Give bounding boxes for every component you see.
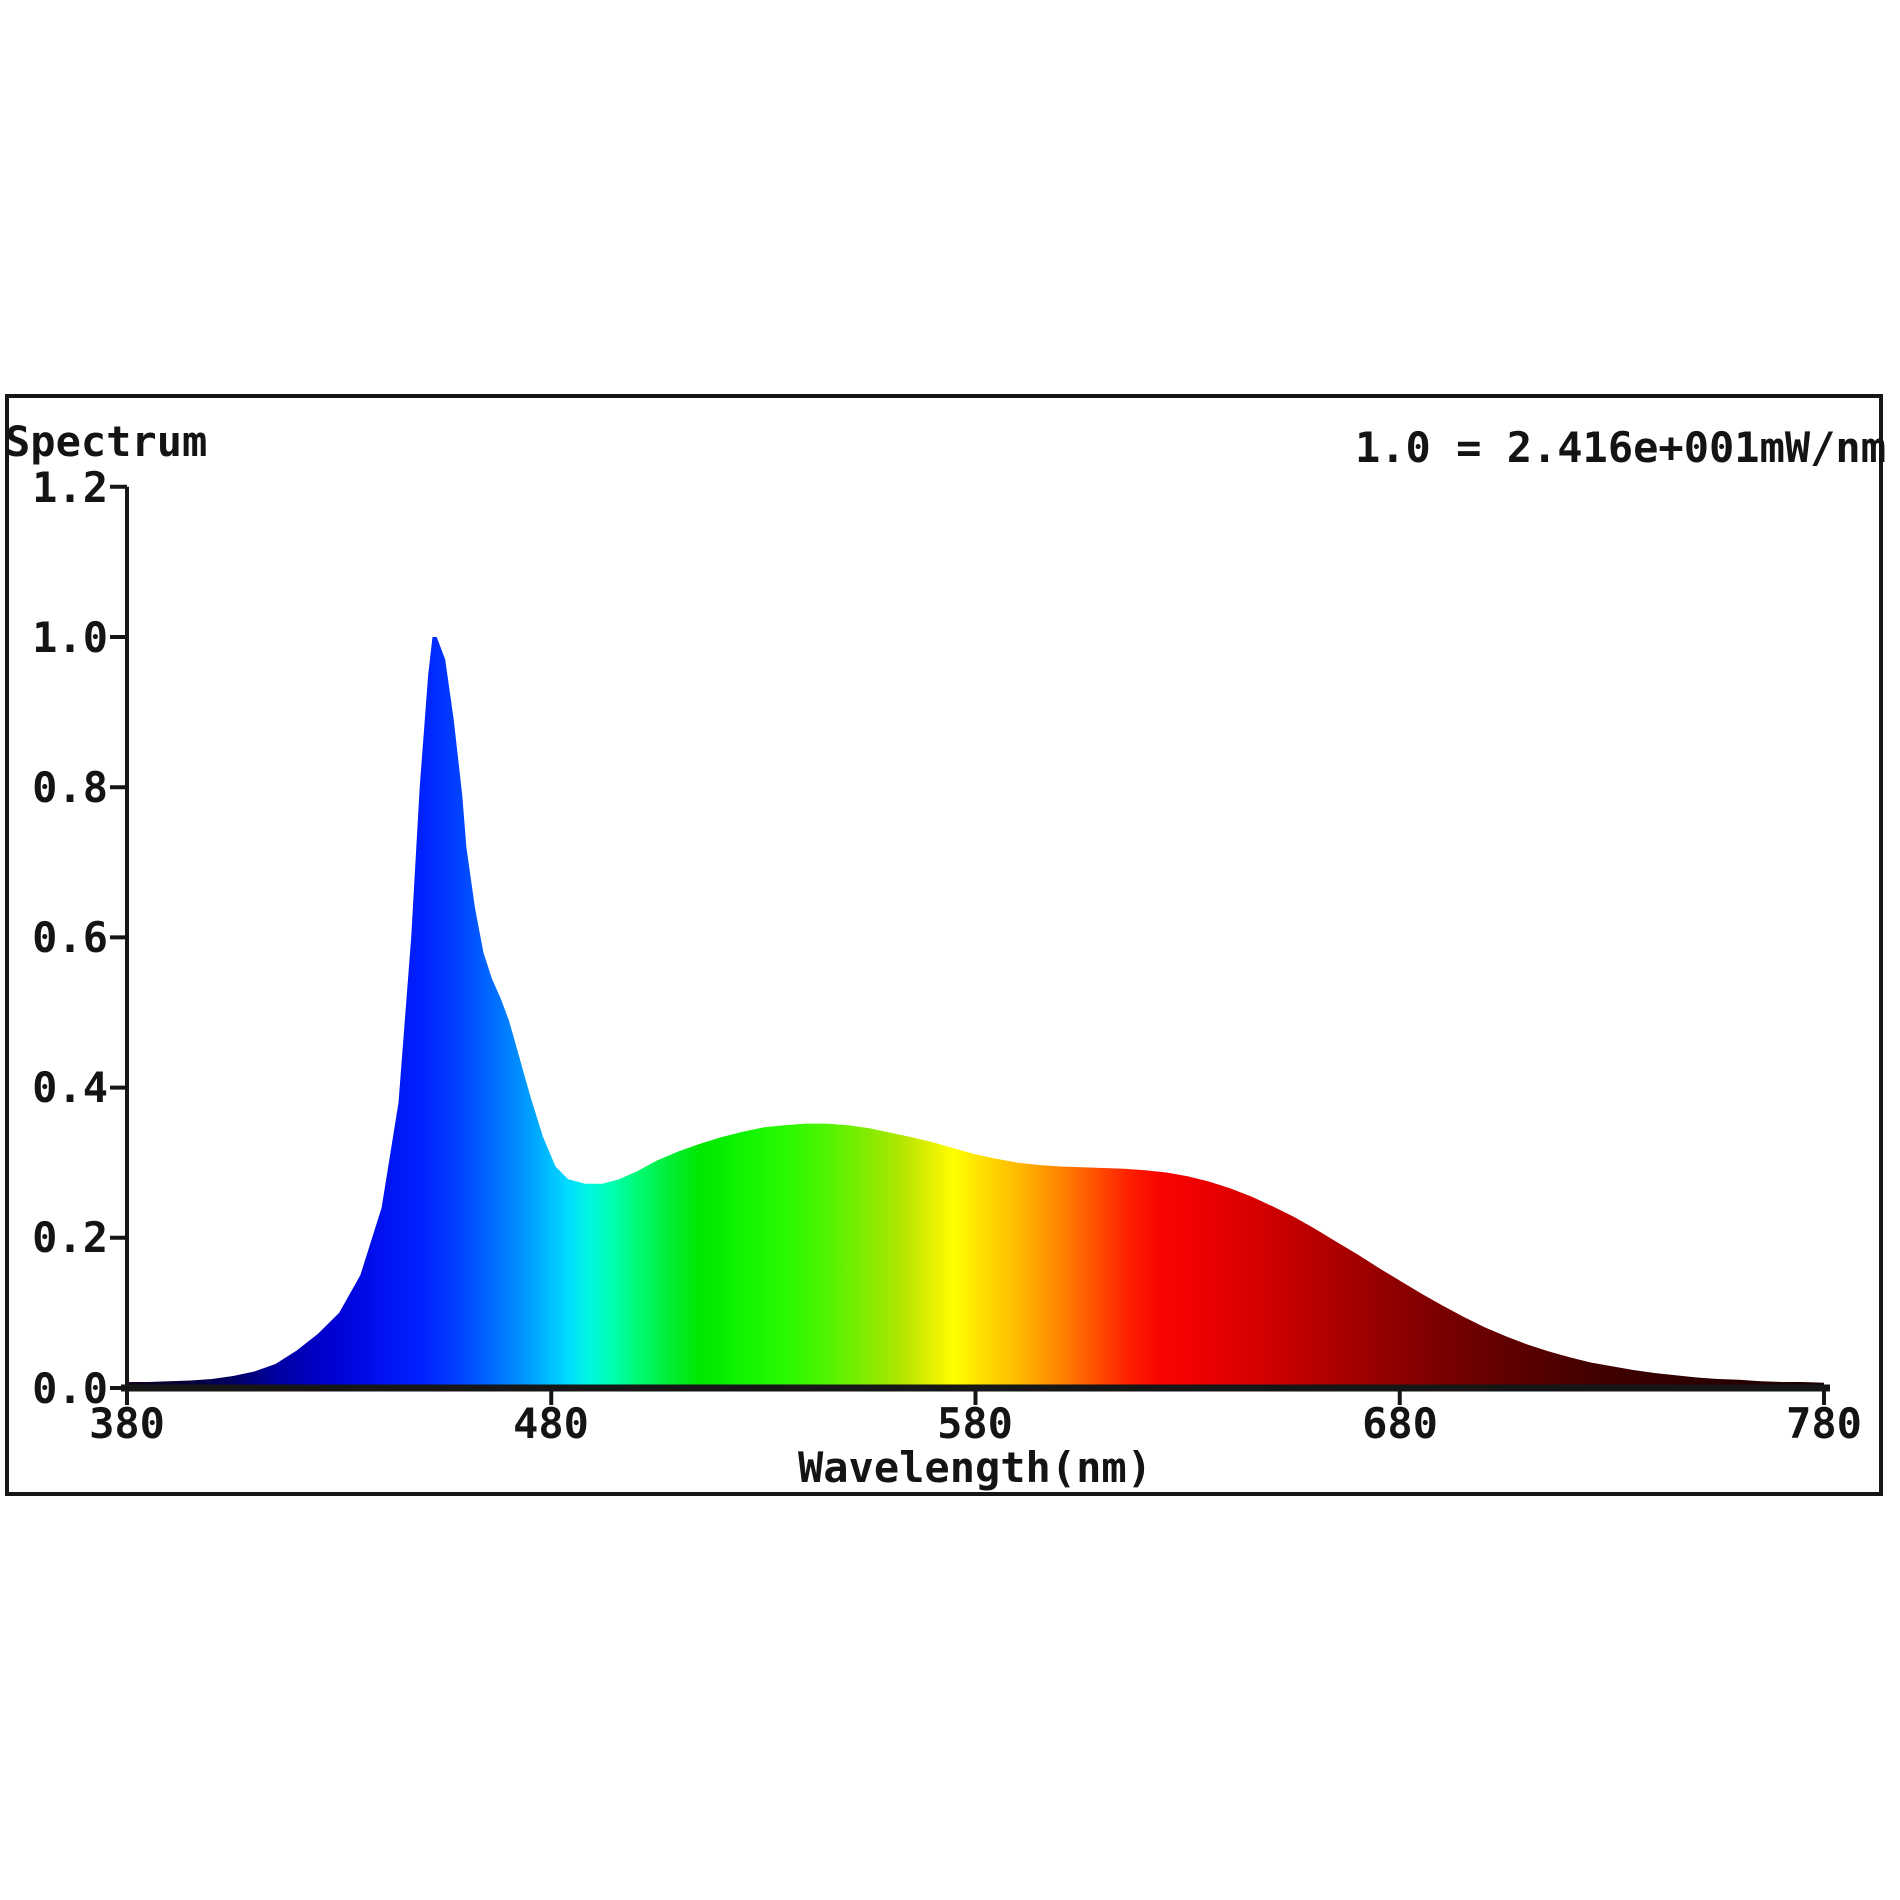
y-tick-label-0.8: 0.8: [32, 763, 108, 812]
x-tick-label-580: 580: [937, 1399, 1013, 1448]
x-axis-title: Wavelength(nm): [797, 1443, 1152, 1492]
y-tick-label-0.0: 0.0: [32, 1364, 108, 1413]
y-tick-label-0.2: 0.2: [32, 1213, 108, 1262]
x-tick-label-780: 780: [1786, 1399, 1862, 1448]
spectrum-area-fill: [127, 637, 1824, 1388]
y-tick-label-0.6: 0.6: [32, 913, 108, 962]
chart-frame: [5, 394, 1883, 1496]
y-tick-label-0.4: 0.4: [32, 1063, 108, 1112]
x-tick-label-380: 380: [89, 1399, 165, 1448]
x-tick-label-680: 680: [1362, 1399, 1438, 1448]
y-tick-label-1.2: 1.2: [32, 463, 108, 512]
x-tick-label-480: 480: [513, 1399, 589, 1448]
scale-annotation: 1.0 = 2.416e+001mW/nm: [1354, 423, 1886, 472]
y-tick-label-1.0: 1.0: [32, 613, 108, 662]
chart-title: Spectrum: [5, 417, 208, 466]
